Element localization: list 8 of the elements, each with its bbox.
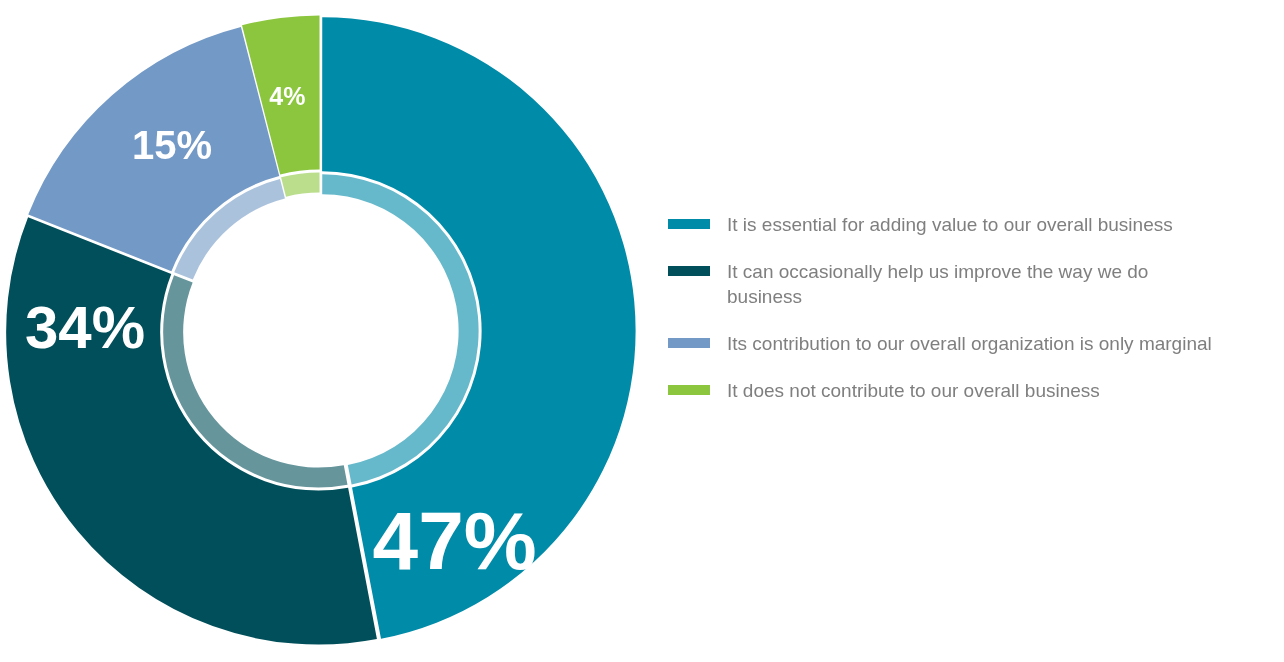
legend-label: It is essential for adding value to our overall business — [727, 213, 1173, 237]
legend-label: It does not contribute to our overall business — [727, 379, 1100, 403]
data-label: 15% — [132, 123, 213, 168]
data-label: 34% — [24, 293, 146, 361]
legend-label: It can occasionally help us improve the way we do business — [727, 260, 1150, 309]
data-label: 4% — [269, 82, 306, 111]
legend-label: Its contribution to our overall organization is only marginal — [727, 332, 1212, 356]
data-label: 47% — [372, 495, 537, 587]
